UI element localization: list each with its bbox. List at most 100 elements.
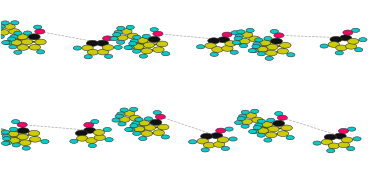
Circle shape [120,29,132,34]
Circle shape [130,39,138,43]
Circle shape [221,146,229,151]
Circle shape [37,50,45,54]
Circle shape [141,48,153,54]
Circle shape [127,127,135,132]
Circle shape [249,36,260,42]
Circle shape [1,141,10,145]
Circle shape [275,111,283,116]
Circle shape [277,131,289,136]
Circle shape [153,31,163,36]
Circle shape [133,35,141,39]
Circle shape [115,114,123,118]
Circle shape [229,137,237,141]
Circle shape [351,28,360,32]
Circle shape [70,139,78,143]
Circle shape [257,128,269,133]
Circle shape [324,134,336,140]
Circle shape [252,117,263,123]
Circle shape [345,43,357,49]
Circle shape [1,21,9,25]
Circle shape [355,48,363,52]
Circle shape [150,119,162,125]
Circle shape [341,137,353,143]
Circle shape [28,34,40,40]
Circle shape [241,110,250,114]
Circle shape [343,30,353,35]
Circle shape [120,108,128,112]
Circle shape [347,146,355,151]
Circle shape [110,37,118,41]
Circle shape [138,120,150,126]
Circle shape [241,124,249,128]
Circle shape [330,36,342,42]
Circle shape [281,125,292,131]
Circle shape [123,111,135,116]
Circle shape [134,126,145,132]
Circle shape [93,130,105,135]
Circle shape [2,134,10,138]
Circle shape [338,128,349,133]
Circle shape [0,27,3,31]
Circle shape [270,38,282,44]
Circle shape [129,42,137,46]
Circle shape [9,138,20,143]
Circle shape [102,45,114,50]
Circle shape [201,148,209,152]
Circle shape [3,137,11,141]
Circle shape [82,45,93,51]
Circle shape [86,138,97,143]
Circle shape [17,45,29,50]
Circle shape [241,32,253,38]
Circle shape [84,55,92,59]
Circle shape [133,44,144,50]
Circle shape [261,122,273,127]
Circle shape [22,146,30,150]
Circle shape [23,31,32,35]
Circle shape [313,141,321,145]
Circle shape [20,140,31,146]
Circle shape [84,127,96,133]
Circle shape [248,130,257,134]
Circle shape [264,138,272,142]
Circle shape [257,46,268,52]
Circle shape [218,37,230,43]
Circle shape [17,122,27,127]
Circle shape [14,31,22,35]
Circle shape [257,52,266,56]
Circle shape [155,114,165,119]
Circle shape [105,138,113,142]
Circle shape [267,44,278,50]
Circle shape [148,36,160,42]
Circle shape [91,120,99,124]
Circle shape [4,24,15,29]
Circle shape [127,33,138,39]
Circle shape [7,131,19,137]
Circle shape [259,40,271,46]
Circle shape [237,117,245,121]
Circle shape [287,53,295,57]
Circle shape [124,45,132,50]
Circle shape [230,50,238,54]
Circle shape [203,142,215,148]
Circle shape [253,42,261,46]
Circle shape [126,25,134,29]
Circle shape [135,118,143,122]
Circle shape [266,50,277,56]
Circle shape [35,39,46,45]
Circle shape [222,45,233,51]
Circle shape [252,44,260,49]
Circle shape [126,45,134,50]
Circle shape [334,133,346,139]
Circle shape [73,46,82,50]
Circle shape [161,135,169,139]
Circle shape [157,41,168,47]
Circle shape [12,120,20,124]
Circle shape [225,127,233,131]
Circle shape [9,137,20,143]
Circle shape [239,114,247,118]
Circle shape [267,118,275,122]
Circle shape [113,33,121,37]
Circle shape [14,50,22,54]
Circle shape [150,28,158,32]
Circle shape [217,137,229,143]
